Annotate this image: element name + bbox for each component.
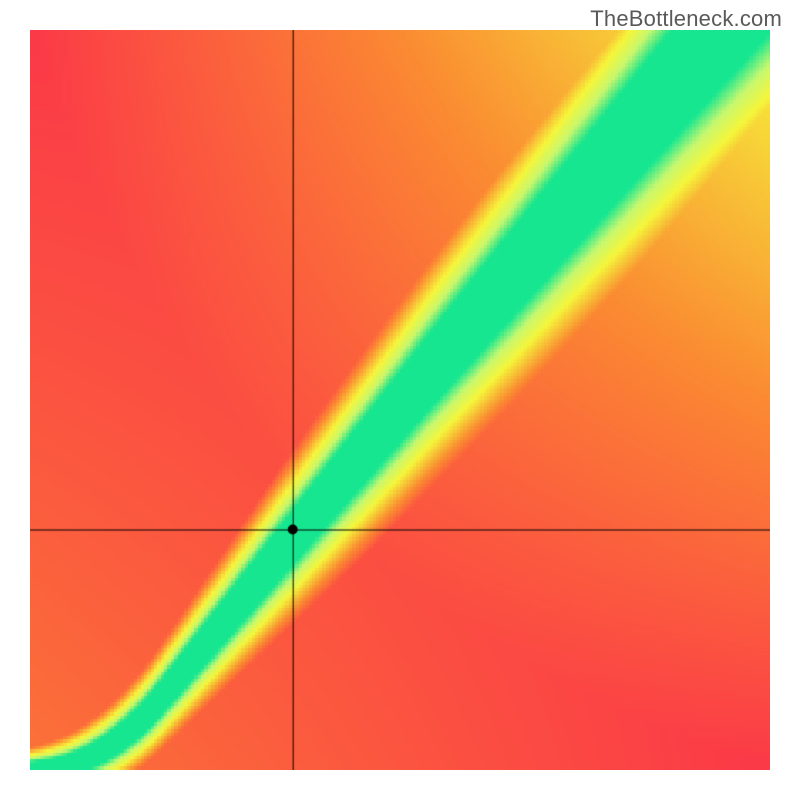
watermark-text: TheBottleneck.com bbox=[590, 6, 782, 32]
bottleneck-heatmap bbox=[30, 30, 770, 770]
